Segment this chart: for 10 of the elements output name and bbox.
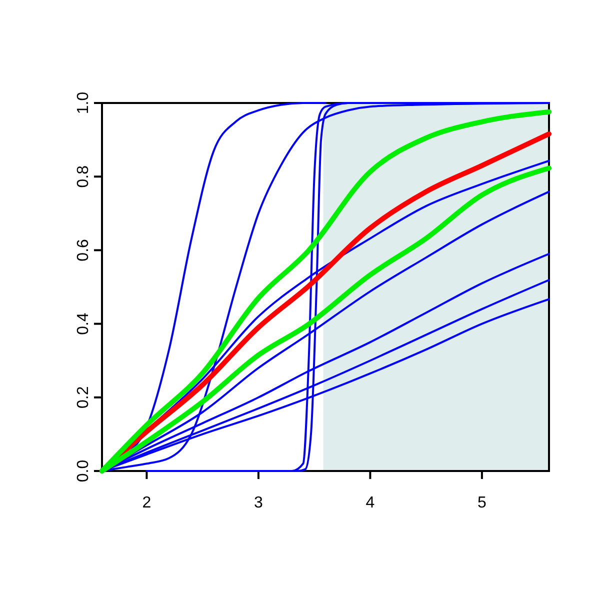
x-tick-label: 5 xyxy=(477,494,486,512)
x-tick-label: 4 xyxy=(366,494,375,512)
y-tick-label: 0.2 xyxy=(75,386,92,409)
y-tick-label: 0.6 xyxy=(75,238,92,262)
x-tick-label: 3 xyxy=(254,494,263,512)
y-tick-label: 0.8 xyxy=(75,165,92,188)
y-tick-label: 0.4 xyxy=(75,312,92,335)
y-tick-label: 1.0 xyxy=(75,92,92,114)
y-tick-label: 0.0 xyxy=(75,460,92,482)
x-tick-label: 2 xyxy=(142,494,152,512)
